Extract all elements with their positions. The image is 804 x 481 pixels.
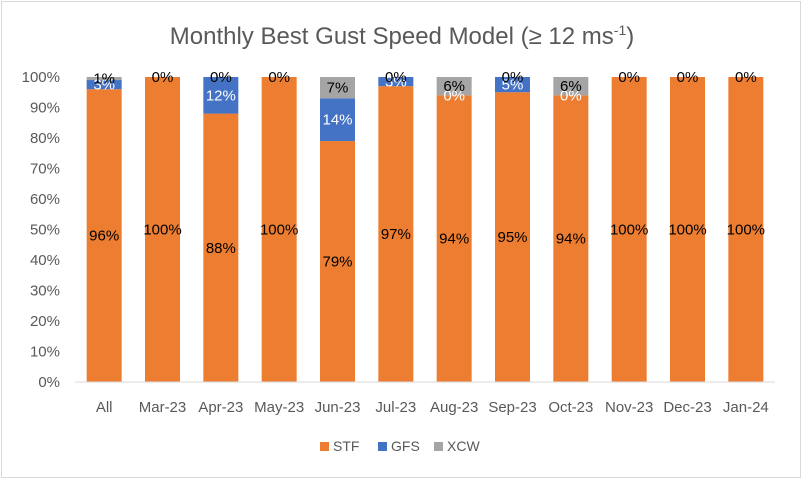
y-tick-label: 50%	[30, 222, 60, 239]
bar-xcw	[86, 77, 122, 81]
data-label-xcw: 0%	[210, 69, 232, 86]
data-label-stf: 79%	[322, 254, 352, 271]
data-label-xcw: 0%	[268, 69, 290, 86]
data-label-gfs: 12%	[206, 87, 236, 104]
data-label-stf: 88%	[206, 240, 236, 257]
bar-stf	[611, 77, 647, 382]
data-labels-group: 96%3%1%100%0%88%12%0%100%0%79%14%7%97%3%…	[89, 69, 765, 271]
legend: STF GFS XCW	[320, 438, 480, 454]
data-label-stf: 100%	[727, 222, 765, 239]
bar-stf	[378, 86, 414, 383]
data-label-gfs: 0%	[443, 87, 465, 104]
bar-stf	[203, 113, 239, 382]
y-tick-label: 70%	[30, 161, 60, 178]
data-label-gfs: 3%	[385, 74, 407, 91]
x-category-label: May-23	[254, 399, 304, 416]
bar-stf	[436, 95, 472, 383]
bar-gfs	[378, 77, 414, 87]
x-category-label: Sep-23	[488, 399, 536, 416]
data-label-gfs: 5%	[502, 77, 524, 94]
data-label-stf: 94%	[439, 231, 469, 248]
data-label-gfs: 0%	[560, 87, 582, 104]
chart-title: Monthly Best Gust Speed Model (≥ 12 ms-1…	[170, 22, 635, 50]
bar-gfs	[86, 80, 122, 90]
bar-stf	[495, 92, 530, 382]
legend-swatch-xcw	[434, 442, 443, 451]
x-category-label: Jan-24	[723, 399, 769, 416]
x-category-label: All	[96, 399, 113, 416]
data-label-stf: 100%	[143, 222, 181, 239]
data-label-gfs: 3%	[93, 77, 115, 94]
bar-gfs	[320, 98, 355, 142]
data-label-xcw: 0%	[502, 69, 524, 86]
y-tick-label: 10%	[30, 344, 60, 361]
x-category-label: Nov-23	[605, 399, 653, 416]
data-label-stf: 100%	[610, 222, 648, 239]
y-tick-label: 20%	[30, 313, 60, 330]
data-label-xcw: 6%	[560, 78, 582, 95]
data-label-stf: 97%	[381, 226, 411, 243]
data-label-stf: 100%	[668, 222, 706, 239]
legend-label-xcw: XCW	[447, 438, 480, 454]
data-label-stf: 94%	[556, 231, 586, 248]
legend-swatch-stf	[320, 442, 329, 451]
data-label-stf: 96%	[89, 228, 119, 245]
chart-title-main: Monthly Best Gust Speed Model (≥ 12 ms	[170, 23, 614, 50]
chart-title-suffix: )	[626, 23, 634, 50]
data-label-stf: 100%	[260, 222, 298, 239]
chart-title-superscript: -1	[614, 22, 627, 38]
bar-stf	[728, 77, 764, 382]
data-label-xcw: 6%	[443, 78, 465, 95]
bar-gfs	[495, 77, 530, 93]
legend-label-stf: STF	[333, 438, 359, 454]
x-axis: All Mar-23 Apr-23 May-23 Jun-23 Jul-23 Aug-23 S…	[75, 381, 775, 416]
bar-stf	[320, 141, 355, 382]
y-tick-label: 60%	[30, 191, 60, 208]
data-label-gfs: 14%	[322, 112, 352, 129]
data-label-xcw: 7%	[327, 80, 349, 97]
y-tick-label: 100%	[22, 69, 60, 86]
bar-gfs	[203, 77, 239, 114]
y-tick-label: 0%	[38, 374, 60, 391]
bar-stf	[670, 77, 705, 382]
data-label-xcw: 0%	[385, 69, 407, 86]
legend-label-gfs: GFS	[391, 438, 420, 454]
bar-stf	[261, 77, 297, 382]
x-category-label: Oct-23	[548, 399, 593, 416]
x-category-label: Dec-23	[663, 399, 711, 416]
data-label-xcw: 0%	[152, 69, 174, 86]
data-label-xcw: 1%	[93, 71, 115, 88]
bar-stf	[145, 77, 180, 382]
y-tick-label: 40%	[30, 252, 60, 269]
bar-xcw	[320, 77, 355, 99]
bar-xcw	[553, 77, 589, 96]
x-category-label: Mar-23	[139, 399, 187, 416]
y-tick-label: 30%	[30, 283, 60, 300]
data-label-xcw: 0%	[677, 69, 699, 86]
x-category-label: Jul-23	[375, 399, 416, 416]
data-label-stf: 95%	[497, 229, 527, 246]
x-category-label: Aug-23	[430, 399, 478, 416]
bar-stf	[86, 89, 122, 382]
y-tick-label: 80%	[30, 130, 60, 147]
data-label-xcw: 0%	[618, 69, 640, 86]
y-axis: 0% 10% 20% 30% 40% 50% 60% 70% 80% 90% 100%	[22, 69, 60, 391]
bars-group	[86, 77, 764, 383]
data-label-xcw: 0%	[735, 69, 757, 86]
legend-swatch-gfs	[378, 442, 387, 451]
x-category-label: Jun-23	[315, 399, 361, 416]
x-category-label: Apr-23	[198, 399, 243, 416]
bar-stf	[553, 95, 589, 383]
bar-xcw	[436, 77, 472, 96]
y-tick-label: 90%	[30, 100, 60, 117]
